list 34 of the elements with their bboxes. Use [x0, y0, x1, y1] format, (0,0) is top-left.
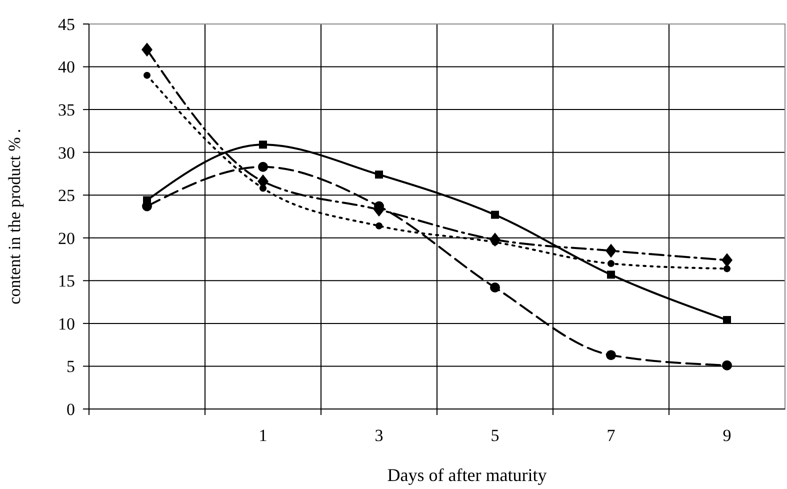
x-tick-label: 3 — [374, 426, 384, 445]
point — [375, 170, 383, 179]
x-tick-label: 1 — [258, 426, 268, 445]
point — [142, 42, 152, 57]
point — [724, 265, 730, 272]
y-tick-label: 45 — [58, 14, 75, 34]
y-tick-label: 35 — [58, 100, 75, 120]
point — [376, 222, 382, 230]
point — [259, 140, 267, 149]
y-tick-label: 20 — [58, 228, 75, 248]
y-tick-label: 25 — [58, 186, 75, 206]
point — [606, 244, 616, 258]
x-tick-label: 5 — [490, 426, 500, 445]
point — [607, 270, 615, 279]
y-tick-label: 0 — [66, 400, 75, 419]
x-axis-title: Days of after maturity — [387, 465, 547, 485]
point — [722, 360, 732, 370]
y-tick-label: 30 — [58, 143, 75, 162]
point — [260, 184, 266, 192]
point — [491, 210, 499, 219]
point — [258, 162, 268, 172]
y-axis-title: content in the product % . — [5, 128, 24, 304]
point — [608, 260, 614, 268]
point — [490, 282, 500, 293]
y-tick-label: 40 — [58, 58, 75, 77]
point — [723, 316, 731, 324]
x-tick-label: 7 — [606, 426, 616, 445]
y-tick-label: 10 — [58, 314, 75, 334]
y-tick-label: 15 — [58, 272, 75, 291]
point — [606, 350, 616, 360]
x-tick-label: 9 — [722, 426, 732, 445]
y-tick-label: 5 — [66, 357, 75, 376]
point — [722, 253, 732, 268]
point — [144, 72, 150, 79]
